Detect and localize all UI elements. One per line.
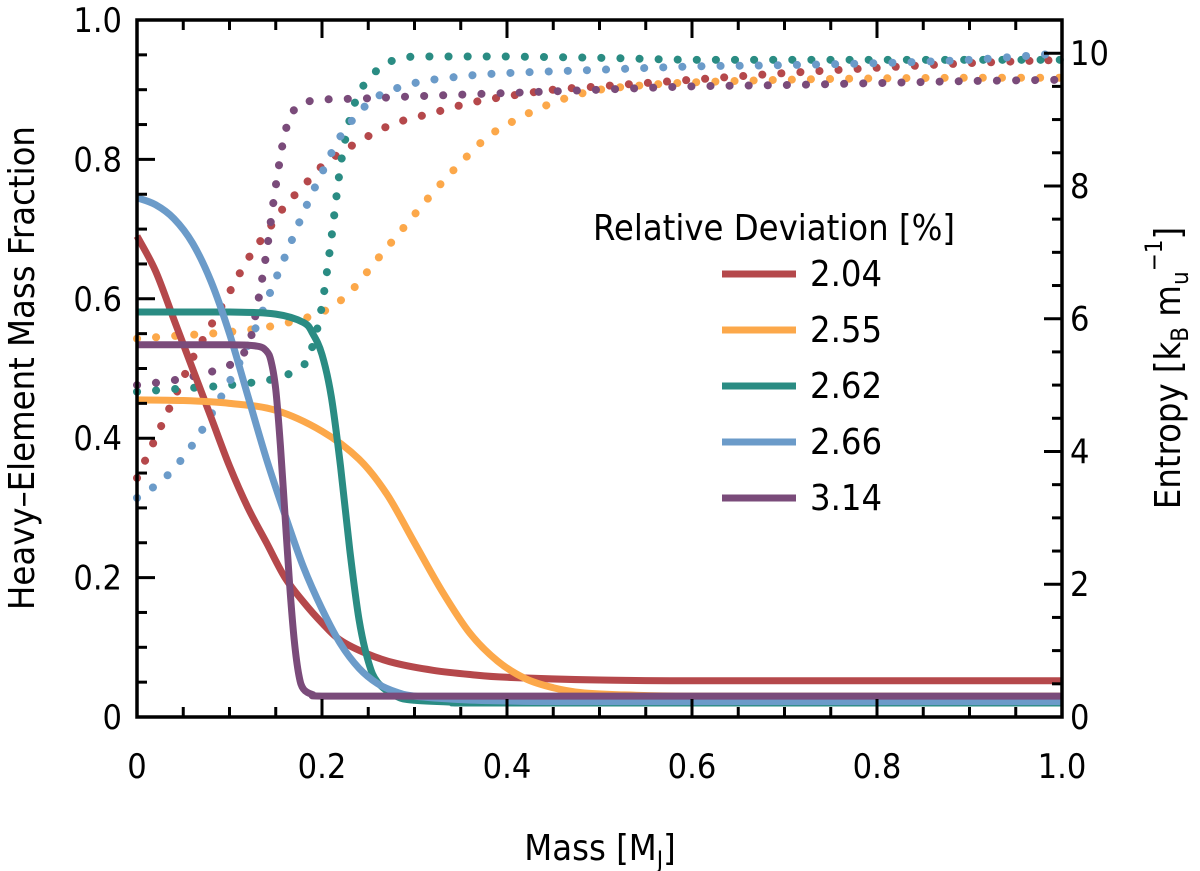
x-tick-label: 1.0 — [1038, 747, 1087, 787]
legend-label-2-62: 2.62 — [810, 366, 882, 407]
entropy-line-2-62 — [133, 52, 1066, 396]
entropy-line-2-04 — [133, 55, 1066, 483]
x-axis-label: Mass [MJ] — [524, 828, 675, 871]
y-axis-label: Heavy–Element Mass Fraction — [2, 126, 43, 610]
plot-area — [133, 49, 1066, 707]
x-tick-label: 0 — [127, 747, 146, 787]
y-tick-label: 0 — [103, 698, 122, 738]
composition-line-2-62 — [137, 308, 1062, 707]
x-tick-label: 0.8 — [853, 747, 902, 787]
x-tick-label: 0.6 — [668, 747, 717, 787]
x-tick-label: 0.4 — [483, 747, 532, 787]
y2-tick-label: 8 — [1070, 167, 1089, 207]
legend-label-2-55: 2.55 — [810, 310, 882, 351]
y-tick-label: 0.4 — [73, 419, 122, 459]
composition-curves — [133, 194, 1062, 707]
y-tick-label: 1.0 — [73, 1, 122, 41]
tick-labels: 0 0.2 0.4 0.6 0.8 1.0 0 0.2 0.4 0.6 0.8 1.0 0 2 4 6 8 10 — [73, 1, 1109, 787]
legend-label-2-04: 2.04 — [810, 254, 882, 295]
composition-line-2-55 — [136, 396, 1062, 700]
y2-axis-label: Entropy [kB mu−1] — [1140, 227, 1194, 509]
y2-tick-label: 0 — [1070, 698, 1089, 738]
legend-title: Relative Deviation [%] — [593, 208, 955, 249]
composition-line-2-04 — [133, 234, 1062, 685]
composition-line-3-14 — [137, 341, 1062, 700]
legend: Relative Deviation [%] 2.04 2.55 2.62 2.66 3… — [593, 208, 955, 519]
y-tick-label: 0.6 — [73, 280, 122, 320]
y2-tick-label: 4 — [1070, 432, 1089, 472]
composition-line-2-66 — [135, 194, 1062, 706]
y2-tick-label: 10 — [1070, 34, 1109, 74]
entropy-line-3-14 — [133, 75, 1066, 390]
axis-ticks — [135, 18, 1064, 719]
y2-tick-label: 6 — [1070, 300, 1089, 340]
entropy-line-2-66 — [133, 49, 1066, 502]
entropy-curves — [133, 49, 1066, 502]
x-tick-label: 0.2 — [298, 747, 347, 787]
legend-label-2-66: 2.66 — [810, 422, 882, 463]
y-tick-label: 0.8 — [73, 140, 122, 180]
legend-label-3-14: 3.14 — [810, 478, 882, 519]
y-tick-label: 0.2 — [73, 559, 122, 599]
y2-tick-label: 2 — [1070, 565, 1089, 605]
